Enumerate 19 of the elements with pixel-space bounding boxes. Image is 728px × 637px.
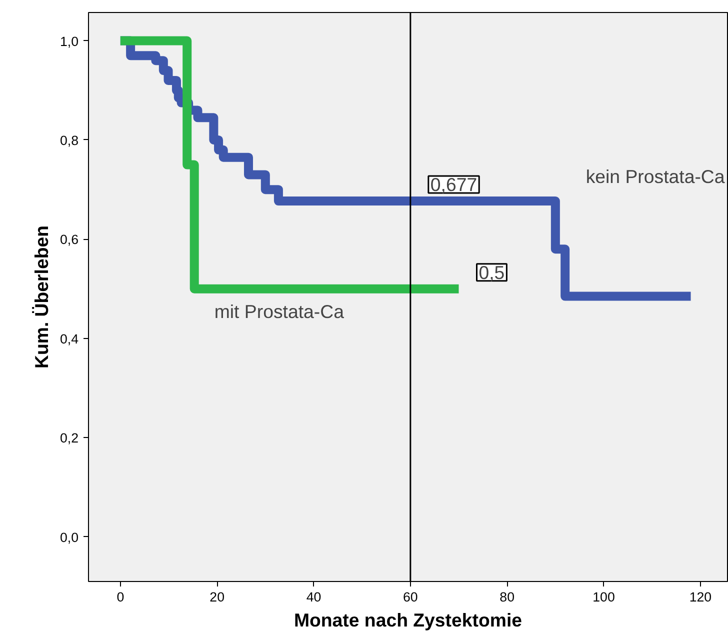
series-label: mit Prostata-Ca <box>214 300 345 322</box>
x-tick-label: 60 <box>403 590 418 604</box>
x-axis-title: Monate nach Zystektomie <box>294 610 522 630</box>
annotation: 0,5 <box>478 262 505 283</box>
y-tick-label: 1,0 <box>60 34 79 49</box>
y-tick-label: 0,2 <box>60 430 79 446</box>
y-tick-label: 0,4 <box>60 331 80 346</box>
y-tick-label: 0,8 <box>60 132 79 148</box>
x-tick-label: 100 <box>592 590 615 604</box>
y-tick-label: 0,6 <box>60 232 79 248</box>
series-label: kein Prostata-Ca <box>586 166 726 188</box>
x-tick-label: 20 <box>210 590 224 604</box>
annotation: 0,677 <box>430 174 478 196</box>
x-tick-label: 80 <box>500 590 515 604</box>
x-tick-label: 40 <box>306 590 322 604</box>
x-tick-label: 0 <box>116 590 124 604</box>
x-tick-label: 120 <box>689 590 712 604</box>
y-tick-label: 0,0 <box>60 530 79 545</box>
y-axis-title: Kum. Überleben <box>30 225 52 369</box>
